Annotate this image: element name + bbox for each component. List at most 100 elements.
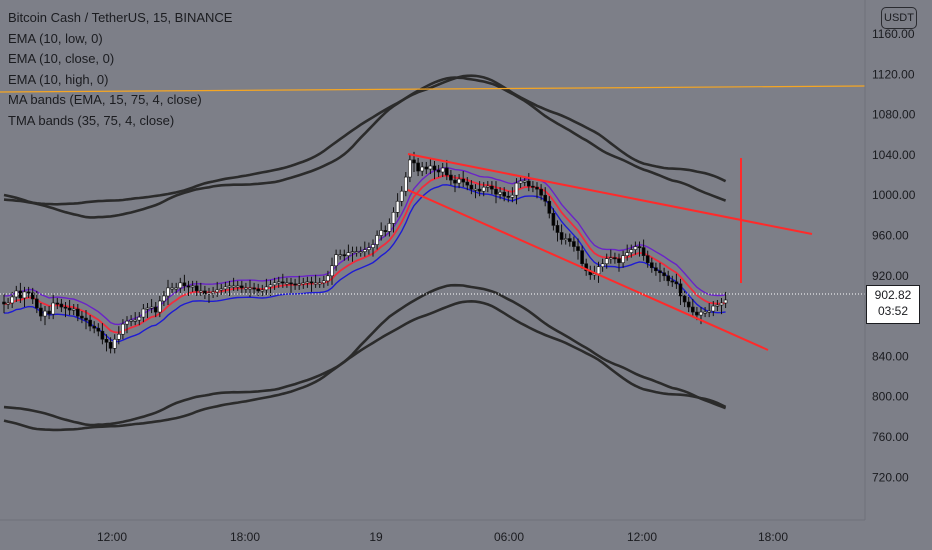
candle-body — [199, 290, 203, 293]
candle-body — [26, 291, 31, 294]
candle-body — [133, 319, 137, 322]
indicator-ma-bands[interactable]: MA bands (EMA, 15, 75, 4, close) — [8, 92, 202, 107]
candle-body — [375, 235, 379, 245]
candle-body — [473, 188, 478, 191]
candle-body — [539, 188, 543, 196]
candle-body — [137, 316, 142, 321]
candle-body — [424, 166, 429, 170]
indicator-ema-low[interactable]: EMA (10, low, 0) — [8, 30, 103, 46]
candle-body — [678, 283, 683, 297]
candle-body — [543, 194, 548, 202]
candle-body — [240, 285, 244, 289]
bar-countdown: 03:52 — [877, 304, 909, 318]
ema-low-line — [3, 184, 726, 343]
candle-body — [51, 302, 56, 315]
price-tick-label: 1080.00 — [872, 108, 916, 122]
candle-body — [141, 308, 146, 318]
candle-body — [465, 181, 470, 186]
candle-body — [535, 186, 539, 190]
candle-body — [362, 249, 367, 252]
indicator-tma-bands[interactable]: TMA bands (35, 75, 4, close) — [8, 112, 175, 128]
candle-body — [252, 287, 256, 290]
candle-body — [39, 307, 43, 317]
candle-body — [695, 311, 699, 316]
candle-body — [178, 282, 183, 289]
symbol-title[interactable]: Bitcoin Cash / TetherUS, 15, BINANCE — [8, 10, 233, 25]
candle-body — [719, 302, 724, 306]
candle-body — [707, 310, 712, 313]
candle-body — [654, 267, 658, 272]
candle-body — [301, 282, 306, 285]
candle-body — [576, 246, 580, 251]
candle-body — [174, 287, 178, 290]
candle-body — [34, 298, 39, 309]
candle-body — [682, 295, 687, 303]
candle-body — [80, 315, 84, 319]
candle-body — [408, 159, 412, 178]
indicator-ema-high[interactable]: EMA (10, high, 0) — [8, 71, 109, 87]
candle-body — [522, 180, 527, 183]
candle-body — [231, 285, 236, 288]
candle-body — [268, 284, 273, 288]
candle-body — [403, 176, 408, 192]
candle-body — [457, 178, 461, 184]
candle-body — [43, 310, 47, 317]
candle-body — [526, 180, 531, 187]
ma-upper-band — [3, 76, 727, 219]
price-tick-label: 800.00 — [872, 390, 909, 404]
candle-body — [461, 178, 466, 183]
candle-body — [559, 232, 564, 240]
candle-body — [264, 286, 269, 291]
candle-body — [186, 285, 191, 288]
candle-body — [321, 280, 326, 284]
candle-body — [350, 251, 355, 254]
candle-body — [674, 281, 679, 285]
candle-body — [100, 330, 105, 340]
candle-body — [444, 167, 449, 176]
candle-body — [84, 317, 88, 321]
candle-body — [67, 307, 72, 311]
candle-body — [555, 225, 560, 233]
indicator-ema-close[interactable]: EMA (10, close, 0) — [8, 51, 115, 66]
time-tick-label: 19 — [369, 530, 383, 544]
candle-body — [190, 285, 195, 288]
candle-body — [367, 247, 371, 250]
candle-body — [498, 191, 502, 195]
candle-body — [666, 275, 671, 282]
time-tick-label: 12:00 — [97, 530, 127, 544]
upper-trendline[interactable] — [407, 153, 813, 235]
candle-body — [285, 282, 289, 285]
price-tick-label: 1160.00 — [872, 27, 915, 41]
candle-body — [625, 252, 630, 256]
candle-body — [272, 282, 277, 286]
candle-body — [453, 179, 457, 184]
ma-lower-band — [3, 283, 727, 427]
horizontal-line[interactable] — [0, 85, 866, 93]
candle-body — [567, 238, 572, 242]
candle-body — [485, 185, 490, 188]
price-axis[interactable]: 1160.00 1120.00 1080.00 1040.00 1000.00 960.0… — [872, 27, 916, 484]
candle-body — [96, 327, 101, 332]
candle-body — [248, 287, 252, 290]
candle-body — [145, 307, 150, 310]
candle-body — [621, 255, 625, 264]
candle-body — [71, 308, 76, 311]
currency-badge[interactable]: USDT — [881, 7, 917, 29]
candle-body — [289, 282, 293, 285]
candle-body — [604, 258, 609, 265]
candle-body — [125, 320, 129, 325]
candle-body — [518, 180, 523, 184]
candle-body — [629, 249, 634, 253]
candle-body — [395, 200, 400, 213]
candle-body — [92, 325, 96, 329]
time-axis[interactable]: 12:00 18:00 19 06:00 12:00 18:00 — [97, 530, 788, 544]
price-tick-label: 920.00 — [872, 269, 909, 283]
candle-body — [215, 289, 219, 293]
candle-body — [563, 238, 568, 241]
candle-body — [715, 304, 720, 307]
price-tick-label: 720.00 — [872, 470, 909, 484]
candle-body — [391, 212, 396, 224]
lower-trendline[interactable] — [407, 189, 769, 351]
band-lines — [3, 74, 727, 432]
